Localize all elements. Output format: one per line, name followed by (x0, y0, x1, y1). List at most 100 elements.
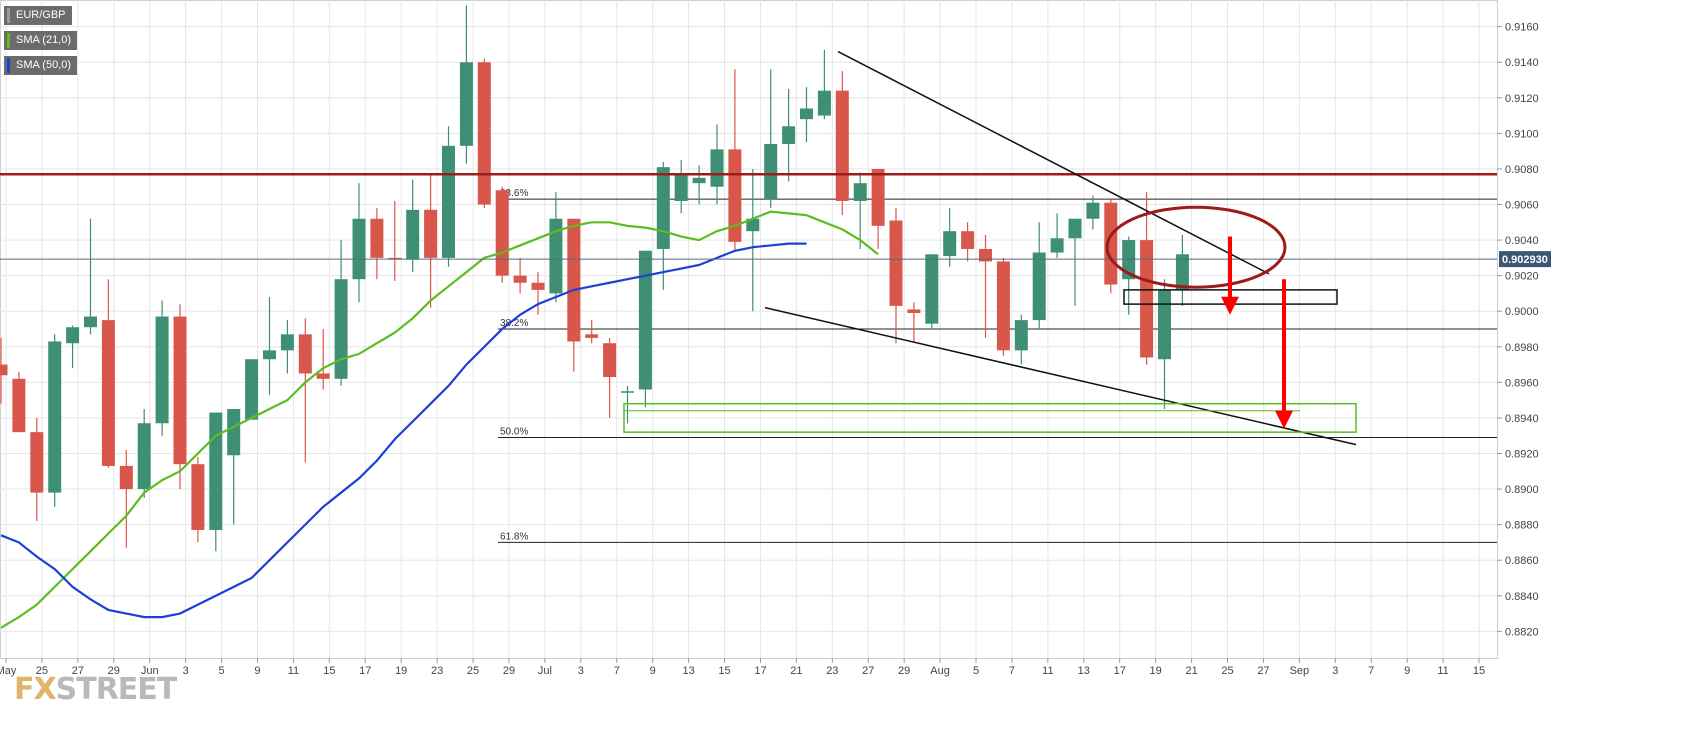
x-tick-label: 17 (1114, 665, 1126, 677)
y-tick-label: 0.9020 (1505, 271, 1539, 283)
candle-body (66, 327, 80, 344)
candle-body (943, 231, 957, 257)
candle-body (459, 62, 473, 146)
candle-body (280, 334, 294, 351)
candle-body (638, 250, 652, 390)
candle-body (889, 220, 903, 306)
y-tick-label: 0.9140 (1505, 57, 1539, 69)
legend-symbol[interactable]: EUR/GBP (4, 6, 72, 25)
lower-trendline (764, 306, 1357, 446)
candle-body (442, 145, 455, 258)
x-tick-label: 3 (183, 665, 189, 677)
candle-body (656, 167, 670, 249)
highlight-ellipse (1105, 205, 1287, 289)
y-tick-label: 0.9080 (1505, 164, 1539, 176)
candle-body (603, 343, 617, 378)
x-tick-label: 3 (1332, 665, 1338, 677)
candle-body (746, 218, 760, 232)
candles (0, 5, 1189, 552)
x-tick-label: Jul (538, 665, 552, 677)
candle-body (800, 108, 813, 120)
candle-body (764, 144, 778, 200)
y-tick-label: 0.8940 (1505, 413, 1539, 425)
legend-sma21-label: SMA (21,0) (16, 34, 72, 46)
candle-body (406, 209, 420, 260)
candle-body (119, 465, 133, 490)
x-tick-label: 27 (72, 665, 84, 677)
y-tick-label: 0.8840 (1505, 591, 1539, 603)
candle-body (101, 320, 115, 466)
x-tick-label: 19 (395, 665, 407, 677)
candle-body (996, 261, 1010, 351)
x-tick-label: Aug (930, 665, 950, 677)
x-tick-label: 17 (754, 665, 766, 677)
candle-body (871, 168, 885, 226)
candle-body (0, 364, 8, 376)
candle-body (30, 432, 44, 493)
target-zone-box (623, 402, 1357, 433)
x-tick-label: 13 (1078, 665, 1090, 677)
x-tick-label: 15 (1473, 665, 1485, 677)
candle-body (1122, 240, 1136, 280)
plot-frame (0, 0, 1498, 659)
current-price-label: 0.902930 (1502, 254, 1548, 266)
y-tick-label: 0.9060 (1505, 200, 1539, 212)
x-tick-label: 11 (1042, 665, 1053, 677)
candle-body (316, 373, 330, 379)
y-tick-label: 0.8960 (1505, 377, 1539, 389)
legend-sma21[interactable]: SMA (21,0) (4, 31, 78, 50)
y-tick-label: 0.8880 (1505, 520, 1539, 532)
x-tick-label: 17 (359, 665, 371, 677)
candle-body (710, 149, 724, 187)
candle-body (12, 378, 26, 433)
fib-level-label: 38.2% (500, 318, 528, 329)
candle-body (84, 316, 97, 328)
x-tick-label: 27 (1257, 665, 1269, 677)
x-tick-label: 25 (467, 665, 479, 677)
x-tick-label: 5 (973, 665, 979, 677)
candle-body (907, 309, 921, 313)
legend-sma50[interactable]: SMA (50,0) (4, 56, 78, 75)
candle-body (585, 334, 599, 338)
upper-trendline (837, 50, 1270, 275)
x-tick-label: 19 (1150, 665, 1162, 677)
y-tick-label: 0.9000 (1505, 306, 1539, 318)
y-tick-label: 0.8920 (1505, 448, 1539, 460)
x-tick-label: 27 (862, 665, 874, 677)
x-tick-label: 11 (288, 665, 299, 677)
candle-body (567, 218, 581, 342)
sma50-line (0, 242, 807, 619)
candle-body (155, 316, 169, 424)
x-tick-label: May (0, 665, 17, 677)
x-tick-label: 9 (254, 665, 260, 677)
candle-body (245, 359, 259, 420)
candle-body (782, 126, 796, 145)
candle-body (227, 409, 241, 456)
short-arrow-head (1221, 296, 1239, 315)
candle-body (513, 275, 527, 283)
candle-body (334, 279, 348, 379)
candle-body (298, 334, 312, 374)
candle-body (692, 177, 706, 184)
x-tick-label: 15 (718, 665, 730, 677)
fib-level-label: 61.8% (500, 531, 528, 542)
candle-body (263, 350, 276, 360)
candle-body (1158, 289, 1171, 360)
x-tick-label: 7 (614, 665, 620, 677)
x-tick-label: 29 (503, 665, 515, 677)
fxstreet-logo: FXSTREET (14, 672, 177, 707)
x-tick-label: 29 (108, 665, 120, 677)
candle-body (477, 62, 491, 205)
candle-body (191, 464, 205, 530)
candle-body (835, 90, 849, 201)
candle-body (1086, 202, 1100, 219)
candle-body (1140, 240, 1154, 358)
candle-body (549, 218, 563, 294)
candle-body (137, 423, 151, 490)
candle-body (961, 231, 975, 249)
candle-body (621, 391, 634, 393)
x-tick-label: 29 (898, 665, 910, 677)
moving-averages (0, 210, 879, 629)
candle-body (495, 190, 509, 276)
